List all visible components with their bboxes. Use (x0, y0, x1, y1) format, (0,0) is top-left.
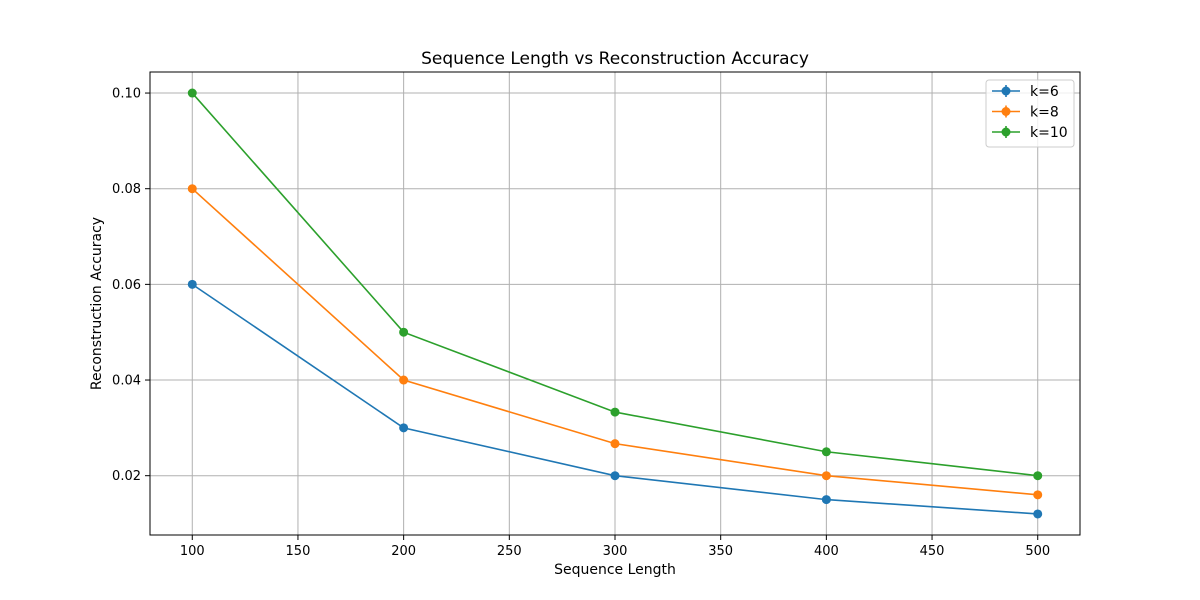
x-tick-label: 500 (1025, 544, 1050, 559)
legend-label: k=8 (1030, 105, 1059, 121)
x-tick-label: 350 (708, 544, 733, 559)
data-point (187, 279, 197, 289)
y-axis-label: Reconstruction Accuracy (89, 217, 105, 390)
legend: k=6 k=8 k=10 (985, 79, 1075, 148)
legend-item: k=10 (992, 125, 1068, 141)
series-k-8 (187, 184, 1043, 500)
data-point (610, 407, 620, 417)
series-group (187, 88, 1043, 519)
legend-marker (1001, 127, 1011, 137)
data-point (399, 423, 409, 433)
x-tick-label: 450 (920, 544, 945, 559)
x-tick-label: 300 (603, 544, 628, 559)
legend-item: k=6 (992, 84, 1059, 100)
data-point (399, 327, 409, 337)
x-tick-label: 100 (180, 544, 205, 559)
data-point (821, 447, 831, 457)
legend-label: k=6 (1030, 84, 1059, 100)
x-tick-label: 250 (497, 544, 522, 559)
x-tick-label: 200 (391, 544, 416, 559)
y-tick-label: 0.10 (112, 87, 141, 102)
x-axis-label: Sequence Length (554, 562, 676, 578)
series-k-10 (187, 88, 1043, 481)
chart-title: Sequence Length vs Reconstruction Accura… (421, 49, 809, 69)
y-tick-label: 0.04 (112, 374, 141, 389)
legend-label: k=10 (1030, 125, 1068, 141)
data-point (821, 471, 831, 481)
data-point (1033, 490, 1043, 500)
y-tick-label: 0.02 (112, 469, 141, 484)
data-point (610, 471, 620, 481)
data-point (1033, 471, 1043, 481)
x-tick-label: 400 (814, 544, 839, 559)
axis-ticks: 100 150 200 250 300 350 400 450 500 0.02 0.04 0.06 0… (112, 87, 1050, 559)
data-point (610, 439, 620, 449)
x-tick-label: 150 (286, 544, 311, 559)
y-tick-label: 0.08 (112, 182, 141, 197)
y-tick-label: 0.06 (112, 278, 141, 293)
data-point (187, 88, 197, 98)
data-point (399, 375, 409, 385)
data-point (187, 184, 197, 194)
series-k-6 (187, 279, 1043, 519)
legend-marker (1001, 107, 1011, 116)
data-point (821, 495, 831, 505)
data-point (1033, 509, 1043, 519)
legend-item: k=8 (992, 105, 1059, 121)
legend-marker (1001, 86, 1011, 96)
